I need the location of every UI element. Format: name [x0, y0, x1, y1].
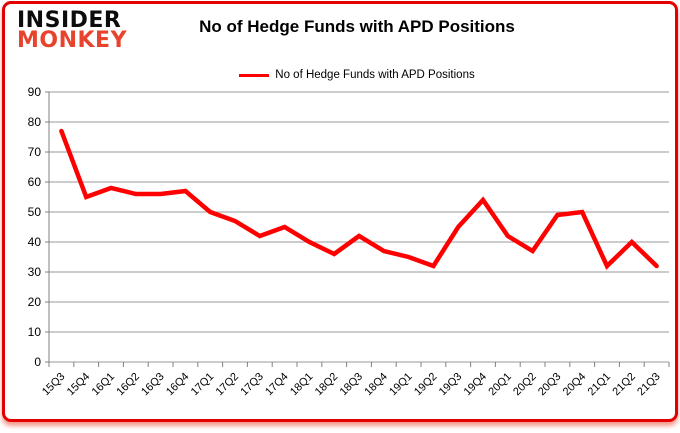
x-axis-label: 16Q2: [114, 371, 142, 399]
x-axis-label: 19Q1: [387, 371, 415, 399]
x-axis-label: 16Q3: [139, 371, 167, 399]
insider-monkey-logo: INSIDER MONKEY: [17, 8, 128, 54]
x-axis-label: 18Q3: [338, 371, 366, 399]
x-axis-label: 16Q1: [90, 371, 118, 399]
y-axis-label: 20: [28, 295, 42, 309]
x-axis-label: 20Q4: [561, 371, 589, 399]
x-axis-label: 15Q3: [40, 371, 68, 399]
x-axis-label: 19Q4: [462, 371, 490, 399]
y-axis-label: 60: [28, 175, 42, 189]
y-axis-label: 40: [28, 235, 42, 249]
x-axis-label: 17Q2: [214, 371, 242, 399]
y-axis-label: 90: [28, 85, 42, 99]
y-axis-label: 30: [28, 265, 42, 279]
x-axis-label: 18Q4: [362, 371, 390, 399]
y-axis-label: 70: [28, 145, 42, 159]
chart-title: No of Hedge Funds with APD Positions: [199, 17, 515, 36]
x-axis-label: 21Q3: [635, 371, 663, 399]
x-axis-label: 15Q4: [65, 371, 93, 399]
x-axis-label: 20Q1: [486, 371, 514, 399]
y-axis-label: 10: [28, 325, 42, 339]
series-line: [59, 128, 659, 270]
chart-legend: No of Hedge Funds with APD Positions: [239, 69, 475, 81]
y-axis-label: 80: [28, 115, 42, 129]
x-axis-label: 17Q1: [189, 371, 217, 399]
y-axis-label: 0: [34, 355, 41, 369]
logo-word-monkey: MONKEY: [17, 28, 128, 54]
legend-label: No of Hedge Funds with APD Positions: [275, 69, 475, 81]
x-axis-label: 21Q1: [586, 371, 614, 399]
x-axis-label: 16Q4: [164, 371, 192, 399]
x-axis-label: 17Q4: [263, 371, 291, 399]
y-axis-label: 50: [28, 205, 42, 219]
chart-header: INSIDER MONKEY No of Hedge Funds with AP…: [5, 4, 675, 82]
x-axis-label: 19Q2: [412, 371, 440, 399]
title-block: No of Hedge Funds with APD Positions No …: [5, 4, 675, 82]
legend-line-swatch: [239, 73, 270, 77]
x-axis-label: 18Q2: [313, 371, 341, 399]
x-axis-label: 21Q2: [610, 371, 638, 399]
logo-word-insider: INSIDER: [17, 8, 122, 33]
line-chart: 010203040506070809015Q315Q416Q116Q216Q31…: [28, 85, 670, 399]
x-axis-label: 20Q2: [511, 371, 539, 399]
x-axis-label: 19Q3: [437, 371, 465, 399]
x-axis-label: 17Q3: [238, 371, 266, 399]
chart-card: INSIDER MONKEY No of Hedge Funds with AP…: [2, 1, 678, 422]
x-axis-label: 18Q1: [288, 371, 316, 399]
x-axis-label: 20Q3: [536, 371, 564, 399]
